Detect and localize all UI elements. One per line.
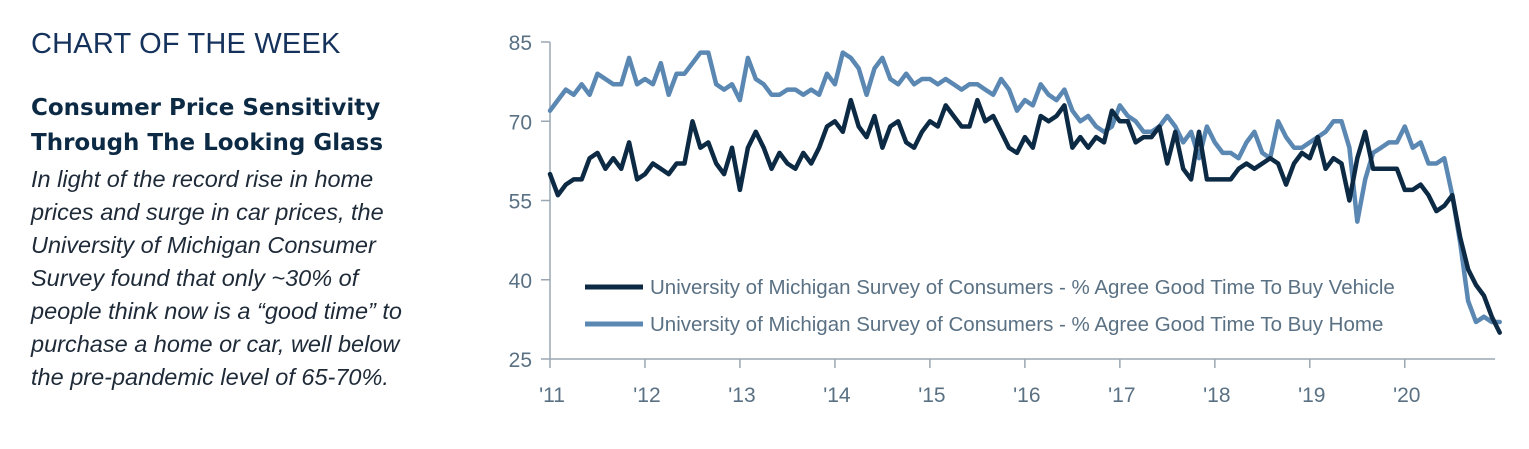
x-tick-label: '13 <box>728 384 755 407</box>
y-tick-label: 25 <box>509 349 532 372</box>
y-tick-label: 55 <box>509 191 532 214</box>
headline-line-1: Consumer Price Sensitivity <box>31 95 381 121</box>
y-tick-label: 85 <box>509 32 532 55</box>
legend-label-vehicle: University of Michigan Survey of Consume… <box>650 276 1395 299</box>
eyebrow-label: CHART OF THE WEEK <box>31 28 341 60</box>
x-tick-label: '20 <box>1393 384 1420 407</box>
line-chart: 25 40 55 70 85 '11 '12 '13 '14 '15 '16 '17 '18 '19 '20… <box>509 32 1502 407</box>
body-line: In light of the record rise in home <box>31 166 374 192</box>
body-line: Survey found that only ~30% of <box>31 265 359 291</box>
body-line: University of Michigan Consumer <box>31 232 376 258</box>
x-tick-label: '14 <box>823 384 851 407</box>
body-line: people think now is a “good time” to <box>31 298 402 324</box>
x-tick-label: '18 <box>1203 384 1230 407</box>
legend: University of Michigan Survey of Consume… <box>585 276 1395 336</box>
vehicle-series-line <box>547 97 1502 335</box>
body-text: In light of the record rise in home pric… <box>31 163 451 394</box>
body-line: prices and surge in car prices, the <box>31 199 384 225</box>
x-tick-label: '15 <box>918 384 945 407</box>
body-line: purchase a home or car, well below <box>31 331 400 357</box>
legend-label-home: University of Michigan Survey of Consume… <box>650 313 1383 336</box>
chart-of-the-week-panel: CHART OF THE WEEK Consumer Price Sensiti… <box>31 28 451 394</box>
x-tick-label: '16 <box>1013 384 1040 407</box>
series-layer <box>547 50 1502 335</box>
x-tick-label: '12 <box>633 384 660 407</box>
x-tick-label: '17 <box>1108 384 1135 407</box>
y-tick-label: 40 <box>509 270 532 293</box>
home-series-line <box>547 50 1502 325</box>
headline: Consumer Price Sensitivity Through The L… <box>31 91 451 161</box>
headline-line-2: Through The Looking Glass <box>31 130 384 156</box>
body-line: the pre-pandemic level of 65-70%. <box>31 364 389 390</box>
y-tick-label: 70 <box>509 111 532 134</box>
x-tick-label: '11 <box>539 384 565 407</box>
x-tick-label: '19 <box>1298 384 1325 407</box>
axes: 25 40 55 70 85 '11 '12 '13 '14 '15 '16 '17 '18 '19 '20 <box>509 32 1495 407</box>
